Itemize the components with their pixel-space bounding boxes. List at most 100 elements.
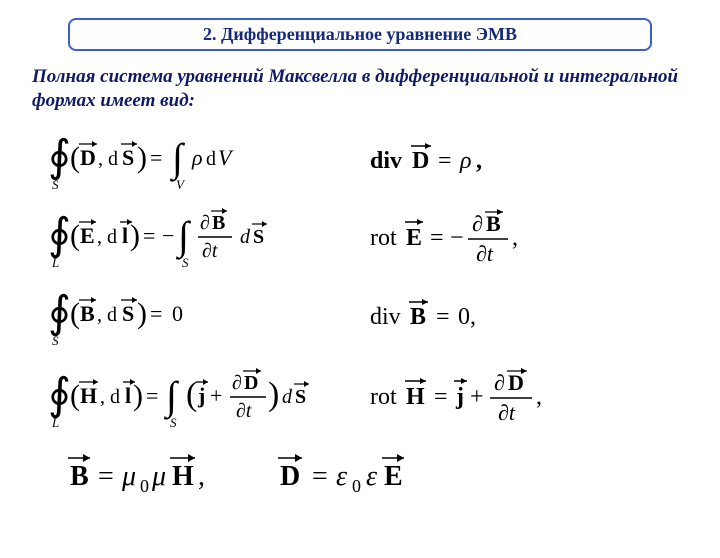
svg-text:μ: μ: [121, 461, 136, 492]
svg-text:∂t: ∂t: [236, 400, 252, 422]
svg-text:∫: ∫: [175, 213, 192, 260]
svg-text:S: S: [122, 301, 134, 326]
svg-text:=: =: [146, 383, 158, 408]
svg-text:j: j: [455, 384, 464, 410]
svg-text:D: D: [244, 372, 258, 394]
svg-text:ε: ε: [336, 461, 347, 492]
svg-text:S: S: [170, 415, 177, 430]
eq4-integral: ∮ L ( H , d l ) = ∫ S ( j + ∂ D: [40, 355, 360, 437]
svg-text:−: −: [162, 223, 174, 248]
svg-text:B: B: [80, 301, 95, 326]
svg-text:=: =: [430, 225, 444, 251]
svg-text:(: (: [70, 297, 80, 330]
equation-row-1: ∮ S ( D , d S ) = ∫ V ρ d V div: [40, 123, 680, 195]
svg-text:H: H: [80, 383, 97, 408]
svg-text:=: =: [434, 384, 448, 410]
svg-text:ε: ε: [366, 461, 377, 492]
svg-text:d: d: [282, 386, 293, 408]
svg-text:): ): [137, 141, 147, 174]
svg-text:D: D: [508, 370, 524, 395]
svg-text:V: V: [218, 145, 234, 170]
svg-text:=: =: [438, 148, 452, 174]
svg-text:, d: , d: [98, 148, 118, 170]
svg-text:D: D: [412, 148, 429, 174]
svg-text:∂: ∂: [494, 370, 505, 395]
svg-text:S: S: [52, 333, 59, 348]
eq2-diff: rot E = − ∂ B ∂t ,: [360, 205, 680, 269]
svg-text:): ): [268, 376, 279, 413]
svg-text:∂: ∂: [200, 212, 210, 234]
svg-text:L: L: [51, 415, 59, 430]
svg-text:B: B: [70, 461, 89, 492]
svg-text:E: E: [406, 225, 422, 251]
svg-text:∂: ∂: [472, 211, 483, 236]
svg-text:B: B: [410, 304, 426, 330]
svg-text:(: (: [186, 376, 197, 413]
svg-text:V: V: [176, 177, 186, 192]
svg-text:∫: ∫: [169, 135, 186, 182]
svg-text:d: d: [206, 148, 216, 170]
svg-text:S: S: [295, 386, 306, 408]
svg-text:,: ,: [512, 225, 518, 251]
title-box: 2. Дифференциальное уравнение ЭМВ: [68, 18, 652, 51]
svg-text:L: L: [51, 255, 59, 270]
svg-text:=: =: [150, 301, 162, 326]
intro-text: Полная система уравнений Максвелла в диф…: [0, 65, 720, 113]
svg-text:): ): [133, 379, 143, 412]
eq1-diff: div D = ρ ,: [360, 134, 680, 184]
svg-text:, d: , d: [97, 304, 117, 326]
svg-text:div: div: [370, 304, 401, 330]
svg-text:+: +: [210, 383, 222, 408]
svg-text:D: D: [80, 145, 96, 170]
svg-text:S: S: [182, 255, 189, 270]
svg-text:j: j: [197, 383, 205, 408]
eq4-diff: rot H = j + ∂ D ∂t ,: [360, 364, 680, 428]
svg-text:E: E: [80, 223, 95, 248]
svg-text:(: (: [70, 141, 80, 174]
svg-text:+: +: [470, 384, 484, 410]
svg-text:S: S: [253, 226, 264, 248]
svg-text:=: =: [436, 304, 450, 330]
equation-row-3: ∮ S ( B , d S ) = 0 div B =: [40, 279, 680, 351]
svg-text:div: div: [370, 148, 402, 174]
svg-text:∮: ∮: [48, 132, 71, 181]
svg-text:=: =: [143, 223, 155, 248]
equation-row-4: ∮ L ( H , d l ) = ∫ S ( j + ∂ D: [40, 355, 680, 437]
svg-text:0: 0: [140, 476, 149, 496]
svg-text:=: =: [98, 461, 114, 492]
svg-text:,: ,: [476, 148, 482, 174]
svg-text:D: D: [280, 461, 300, 492]
svg-text:S: S: [52, 177, 59, 192]
equations-area: ∮ S ( D , d S ) = ∫ V ρ d V div: [0, 123, 720, 501]
svg-text:0: 0: [172, 301, 183, 326]
svg-text:, d: , d: [97, 226, 117, 248]
svg-text:B: B: [212, 212, 225, 234]
svg-text:(: (: [70, 219, 80, 252]
svg-text:E: E: [384, 461, 403, 492]
svg-text:0: 0: [352, 476, 361, 496]
svg-text:−: −: [450, 225, 464, 251]
page-title: 2. Дифференциальное уравнение ЭМВ: [203, 24, 517, 44]
svg-text:∮: ∮: [48, 288, 71, 337]
svg-text:): ): [137, 297, 147, 330]
svg-text:rot: rot: [370, 384, 397, 410]
svg-text:∂t: ∂t: [202, 240, 218, 262]
svg-text:H: H: [172, 461, 194, 492]
svg-text:,: ,: [198, 461, 205, 492]
svg-text:∮: ∮: [48, 370, 71, 419]
svg-text:∂: ∂: [232, 372, 242, 394]
eq1-integral: ∮ S ( D , d S ) = ∫ V ρ d V: [40, 123, 360, 195]
svg-text:ρ: ρ: [459, 148, 472, 174]
svg-text:∂t: ∂t: [476, 241, 494, 266]
svg-text:l: l: [125, 383, 131, 408]
svg-text:∮: ∮: [48, 210, 71, 259]
svg-text:,: ,: [536, 384, 542, 410]
svg-text:∂t: ∂t: [498, 400, 516, 425]
svg-text:ρ: ρ: [191, 145, 203, 170]
svg-text:l: l: [122, 223, 128, 248]
eq2-integral: ∮ L ( E , d l ) = − ∫ S ∂ B ∂t: [40, 199, 360, 275]
svg-text:0,: 0,: [458, 304, 476, 330]
eq3-diff: div B = 0,: [360, 290, 680, 340]
eq3-integral: ∮ S ( B , d S ) = 0: [40, 279, 360, 351]
svg-text:μ: μ: [151, 461, 166, 492]
